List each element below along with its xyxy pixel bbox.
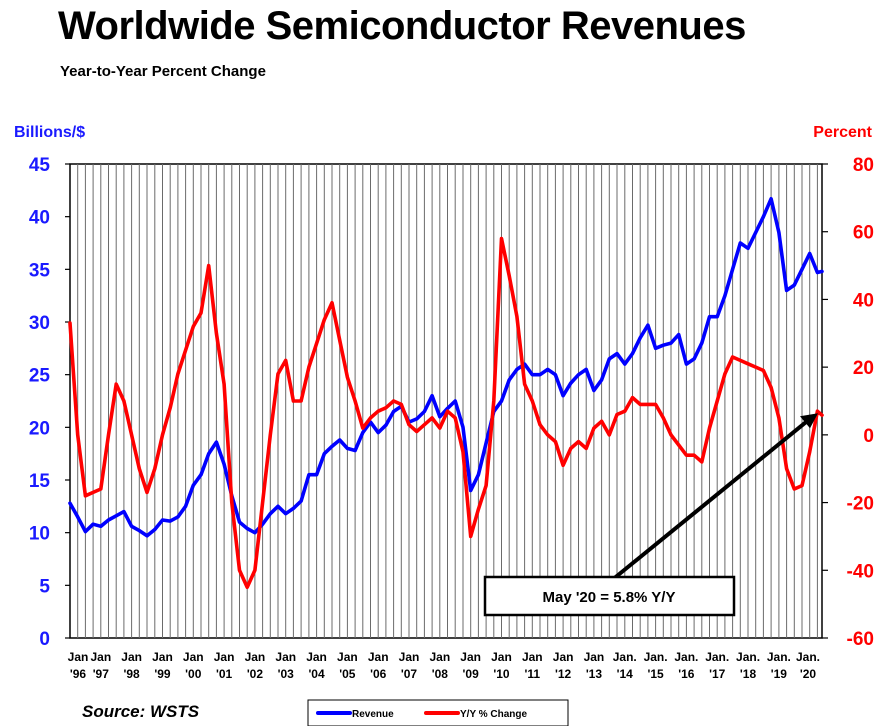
- callout-text: May '20 = 5.8% Y/Y: [543, 589, 676, 606]
- left-tick-label: 30: [29, 313, 50, 334]
- x-tick-label: Jan: [429, 650, 450, 664]
- callout: May '20 = 5.8% Y/Y: [483, 413, 818, 617]
- x-tick-label: Jan: [553, 650, 574, 664]
- legend-label: Revenue: [352, 709, 394, 720]
- yoy-change-line: [68, 236, 824, 590]
- right-tick-label: 40: [853, 290, 874, 311]
- x-tick-label: Jan.: [644, 650, 668, 664]
- chart-title: Worldwide Semiconductor Revenues: [58, 4, 746, 48]
- x-tick-label: Jan.: [674, 650, 698, 664]
- x-tick-label: '19: [771, 667, 788, 681]
- legend-label: Y/Y % Change: [460, 709, 527, 720]
- x-tick-label: Jan: [368, 650, 389, 664]
- x-tick-label: '11: [525, 667, 541, 681]
- left-tick-label: 10: [29, 524, 50, 545]
- x-tick-label: '05: [339, 667, 356, 681]
- plot-area: [69, 163, 823, 639]
- right-tick-label: 80: [853, 155, 874, 176]
- x-tick-label: '10: [493, 667, 510, 681]
- left-tick-label: 35: [29, 260, 51, 281]
- x-tick-label: Jan: [491, 650, 512, 664]
- x-tick-label: '96: [70, 667, 87, 681]
- left-axis-label: Billions/$: [14, 124, 86, 141]
- x-tick-label: Jan: [90, 650, 111, 664]
- x-tick-label: '14: [617, 667, 634, 681]
- x-tick-label: Jan: [306, 650, 327, 664]
- left-tick-label: 45: [29, 155, 51, 176]
- series-group: [68, 197, 824, 590]
- left-tick-label: 25: [29, 366, 51, 387]
- right-axis: -60 -40 -20 0 20 40 60 80: [822, 155, 874, 650]
- legend: Revenue Y/Y % Change: [307, 699, 569, 726]
- x-tick-label: '15: [647, 667, 664, 681]
- x-tick-label: Jan: [183, 650, 204, 664]
- grid-lines: [77, 164, 818, 638]
- x-axis: Jan'96Jan'97Jan'98Jan'99Jan'00Jan'01Jan'…: [68, 650, 820, 681]
- x-tick-label: '08: [432, 667, 449, 681]
- x-tick-label: '20: [800, 667, 817, 681]
- x-tick-label: '16: [678, 667, 695, 681]
- x-tick-label: '09: [463, 667, 480, 681]
- x-tick-label: '18: [740, 667, 757, 681]
- x-tick-label: Jan.: [796, 650, 820, 664]
- callout-box: [483, 575, 736, 617]
- chart-subtitle: Year-to-Year Percent Change: [60, 63, 266, 80]
- x-tick-label: Jan.: [736, 650, 760, 664]
- x-tick-label: Jan: [214, 650, 235, 664]
- x-tick-label: Jan.: [613, 650, 637, 664]
- source-note: Source: WSTS: [82, 702, 200, 721]
- right-tick-label: 60: [853, 223, 874, 244]
- callout-arrowhead: [800, 413, 818, 429]
- left-tick-label: 15: [29, 471, 51, 492]
- x-tick-label: Jan: [68, 650, 89, 664]
- right-tick-label: -60: [847, 629, 874, 650]
- x-tick-label: Jan: [460, 650, 481, 664]
- x-tick-label: '98: [124, 667, 141, 681]
- x-tick-label: '04: [308, 667, 325, 681]
- x-tick-label: Jan: [152, 650, 173, 664]
- right-axis-label: Percent: [813, 124, 872, 141]
- right-tick-label: -40: [847, 561, 874, 582]
- left-tick-label: 40: [29, 208, 50, 229]
- x-tick-label: Jan.: [767, 650, 791, 664]
- x-tick-label: '07: [401, 667, 418, 681]
- x-tick-label: '13: [586, 667, 603, 681]
- x-tick-label: Jan.: [705, 650, 729, 664]
- x-tick-label: '99: [154, 667, 171, 681]
- callout-arrow: [610, 415, 814, 582]
- x-tick-label: '01: [216, 667, 233, 681]
- right-tick-label: 0: [863, 426, 874, 447]
- x-tick-label: '03: [278, 667, 295, 681]
- x-tick-label: '97: [93, 667, 110, 681]
- right-tick-label: 20: [853, 358, 874, 379]
- x-tick-label: '17: [709, 667, 726, 681]
- x-tick-label: Jan: [121, 650, 142, 664]
- x-tick-label: '12: [555, 667, 572, 681]
- x-tick-label: '06: [370, 667, 387, 681]
- x-tick-label: Jan: [245, 650, 266, 664]
- x-tick-label: Jan: [399, 650, 420, 664]
- right-tick-label: -20: [847, 494, 874, 515]
- x-tick-label: Jan: [337, 650, 358, 664]
- left-tick-label: 20: [29, 418, 50, 439]
- x-tick-label: '00: [185, 667, 202, 681]
- x-tick-label: Jan: [522, 650, 543, 664]
- left-axis: 0 5 10 15 20 25 30 35 40 45: [29, 155, 70, 650]
- x-tick-label: '02: [247, 667, 264, 681]
- revenue-line: [68, 197, 824, 538]
- x-tick-label: Jan: [584, 650, 605, 664]
- x-tick-label: Jan: [275, 650, 296, 664]
- left-tick-label: 5: [39, 576, 50, 597]
- left-tick-label: 0: [39, 629, 50, 650]
